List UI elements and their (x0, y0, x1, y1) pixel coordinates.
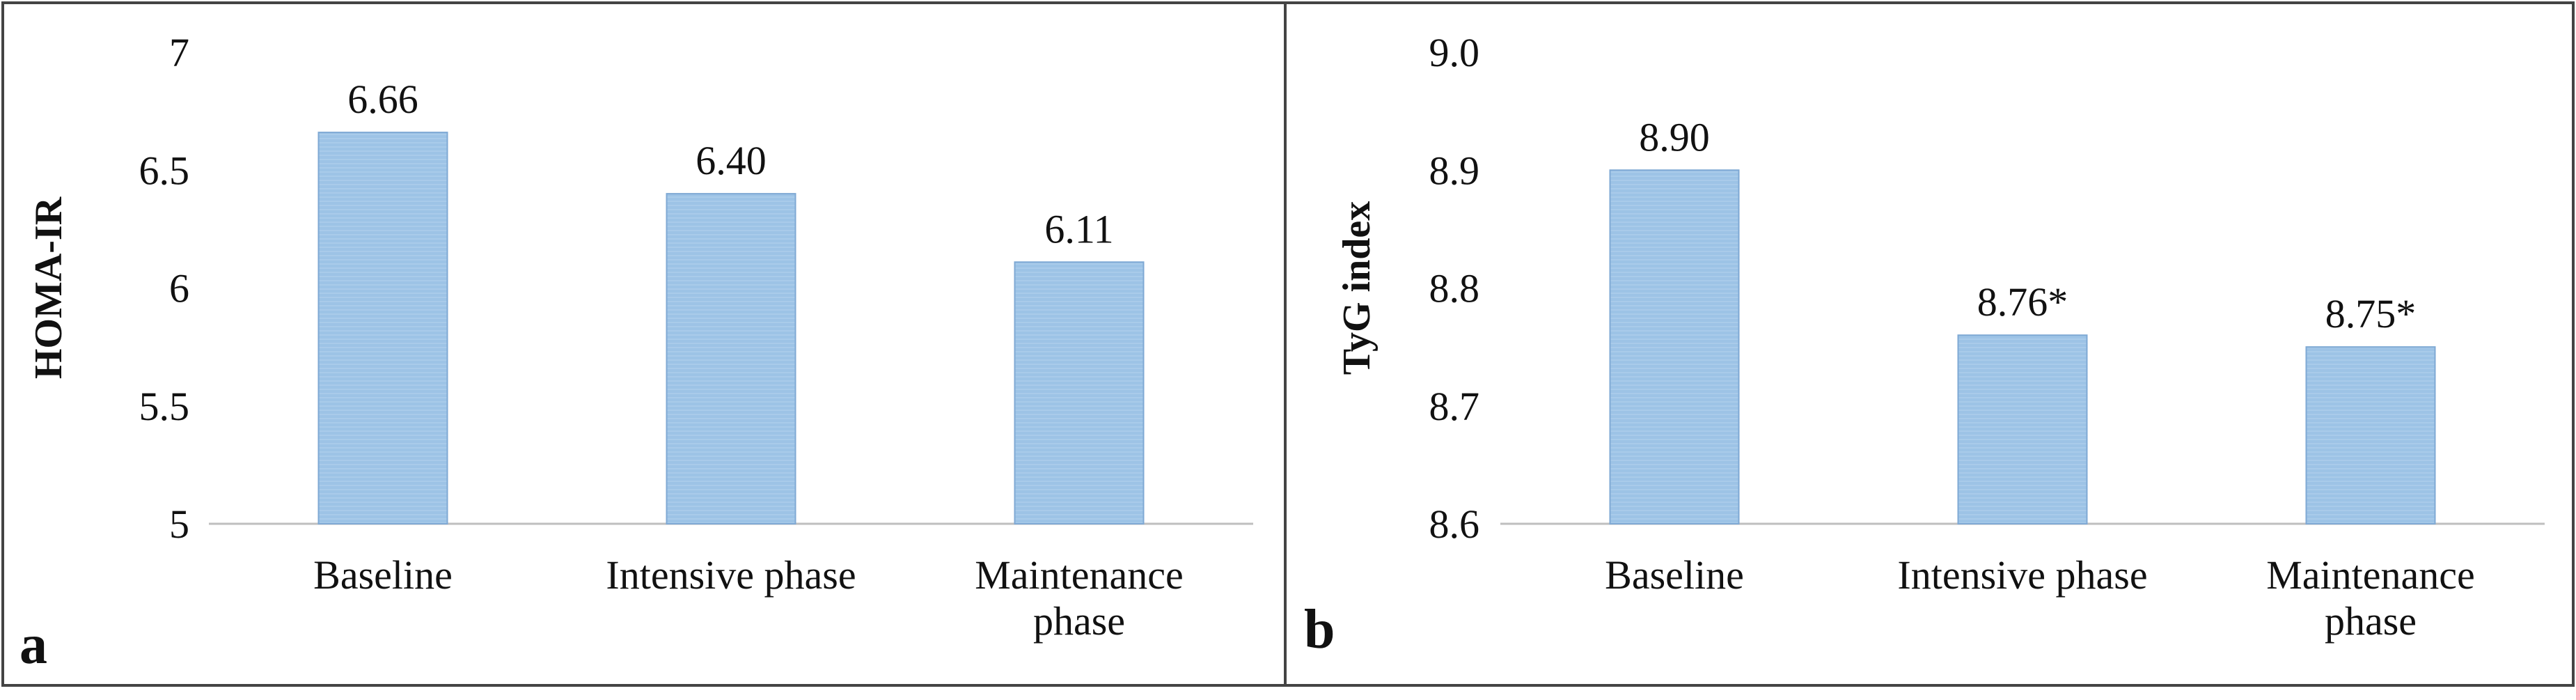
category-label: Maintenance (2266, 552, 2475, 598)
y-tick-label: 8.6 (1429, 501, 1480, 547)
bar (1014, 261, 1145, 524)
data-label: 8.90 (1639, 114, 1710, 160)
data-label: 6.11 (1044, 206, 1113, 251)
y-tick-label: 8.9 (1429, 148, 1480, 193)
data-label: 8.75* (2325, 291, 2417, 336)
bar (666, 193, 796, 524)
panel-b-chart: 8.6 8.7 8.8 8.9 9.0 TyG index 8.90 Baseline 8.76… (1304, 30, 2545, 660)
y-tick-label: 5 (169, 501, 189, 547)
y-tick-label: 6 (169, 266, 189, 311)
bar (1609, 169, 1740, 524)
category-label: Intensive phase (1897, 552, 2147, 598)
data-label: 8.76* (1977, 279, 2068, 325)
category-label: Baseline (313, 552, 453, 598)
category-label: phase (1033, 598, 1125, 644)
y-tick-label: 5.5 (139, 384, 190, 429)
y-axis-title: HOMA-IR (27, 196, 70, 379)
y-axis-title: TyG index (1335, 201, 1379, 375)
category-label: phase (2325, 598, 2417, 644)
bar (1957, 334, 2088, 524)
bar (317, 132, 448, 524)
y-tick-label: 6.5 (139, 148, 190, 193)
y-tick-label: 8.7 (1429, 384, 1480, 429)
y-tick-label: 7 (169, 30, 189, 75)
category-label: Intensive phase (606, 552, 856, 598)
category-label: Maintenance (975, 552, 1184, 598)
category-label: Baseline (1605, 552, 1744, 598)
y-tick-label: 9.0 (1429, 30, 1480, 75)
panel-letter: a (19, 614, 47, 676)
panel-a-chart: 5 5.5 6 6.5 7 HOMA-IR 6.66 Baseline 6.40 Intensiv… (19, 30, 1253, 676)
panel-letter: b (1304, 599, 1335, 660)
data-label: 6.66 (347, 77, 418, 122)
data-label: 6.40 (696, 138, 767, 183)
bar (2305, 346, 2436, 524)
y-tick-label: 8.8 (1429, 266, 1480, 311)
